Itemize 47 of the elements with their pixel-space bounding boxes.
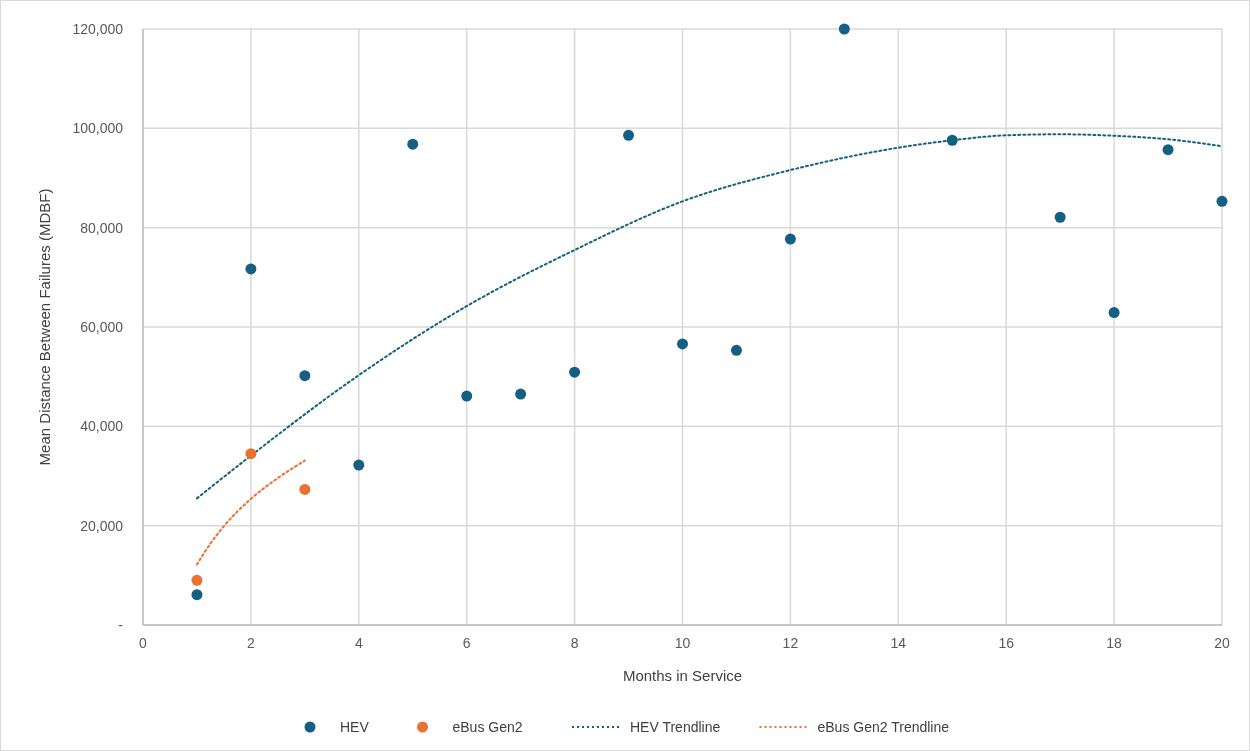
point	[623, 129, 635, 141]
point	[299, 370, 311, 382]
x-tick-label: 0	[139, 635, 148, 651]
line-series	[195, 133, 1223, 500]
point	[299, 483, 311, 495]
point	[191, 574, 203, 586]
point	[191, 589, 203, 601]
line-series	[195, 459, 306, 566]
point	[838, 23, 850, 35]
point	[515, 388, 527, 400]
y-tick-label: 20,000	[80, 517, 124, 534]
point	[784, 233, 796, 245]
point	[1216, 195, 1228, 207]
y-tick-label: -	[118, 617, 124, 633]
x-tick-label: 4	[354, 635, 363, 651]
point	[245, 448, 257, 460]
x-tick-label: 14	[890, 635, 907, 651]
x-axis-title: Months in Service	[622, 667, 743, 684]
legend-label: HEV	[340, 719, 370, 735]
point	[946, 134, 958, 146]
legend-label: eBus Gen2 Trendline	[817, 719, 950, 735]
y-tick-label: 60,000	[80, 319, 124, 335]
x-tick-label: 2	[247, 635, 255, 651]
point	[407, 138, 419, 150]
point	[353, 459, 365, 471]
y-tick-label: 40,000	[80, 418, 124, 435]
x-tick-label: 12	[782, 635, 799, 651]
point	[1108, 307, 1120, 319]
point	[461, 390, 473, 402]
y-tick-label: 120,000	[72, 21, 124, 37]
x-tick-label: 18	[1106, 635, 1123, 651]
point	[730, 344, 742, 356]
x-tick-label: 8	[570, 635, 579, 651]
x-tick-label: 16	[998, 635, 1015, 651]
point	[677, 338, 688, 350]
point	[245, 263, 257, 275]
x-tick-label: 20	[1214, 635, 1230, 651]
y-tick-label: 80,000	[80, 219, 124, 236]
point	[1162, 144, 1174, 156]
x-tick-label: 6	[462, 635, 471, 651]
y-tick-label: 100,000	[72, 120, 124, 137]
point	[569, 366, 581, 378]
legend-label: HEV Trendline	[630, 719, 721, 735]
x-tick-label: 10	[674, 635, 691, 651]
y-axis-title: Mean Distance Between Failures (MDBF)	[36, 188, 53, 466]
legend-label: eBus Gen2	[452, 719, 523, 735]
point	[1054, 211, 1066, 223]
